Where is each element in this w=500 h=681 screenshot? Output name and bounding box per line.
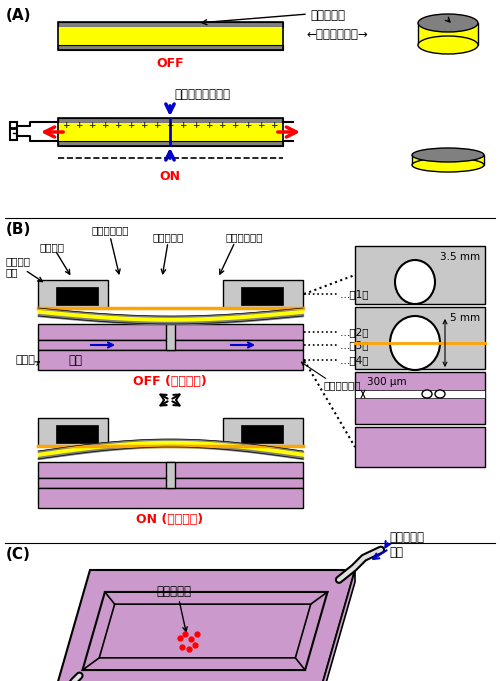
- Bar: [223, 418, 303, 446]
- Bar: [355, 390, 485, 398]
- Bar: [412, 155, 484, 165]
- Ellipse shape: [412, 158, 484, 172]
- Bar: [223, 280, 303, 308]
- Bar: [38, 324, 303, 340]
- Bar: [355, 372, 485, 424]
- Text: OFF: OFF: [156, 57, 184, 70]
- Bar: [58, 118, 283, 123]
- Text: (B): (B): [6, 222, 32, 237]
- Bar: [58, 27, 283, 45]
- Text: …第2層: …第2層: [340, 327, 370, 337]
- Ellipse shape: [418, 14, 478, 32]
- Bar: [58, 123, 283, 141]
- Text: ソフト電極: ソフト電極: [310, 9, 345, 22]
- Text: マイクロ流路: マイクロ流路: [323, 380, 360, 390]
- Ellipse shape: [435, 390, 445, 398]
- Ellipse shape: [395, 260, 435, 304]
- Text: +: +: [179, 121, 187, 131]
- Bar: [56, 425, 98, 443]
- Bar: [355, 427, 485, 467]
- Text: ワイヤー: ワイヤー: [40, 242, 65, 252]
- Text: 300 μm: 300 μm: [367, 377, 406, 387]
- Text: ソフト電極: ソフト電極: [152, 232, 184, 242]
- Bar: [166, 462, 175, 488]
- Bar: [38, 280, 108, 308]
- Text: 電動ポリマー: 電動ポリマー: [91, 225, 129, 235]
- Bar: [38, 462, 303, 478]
- Text: シリコンゴム: シリコンゴム: [225, 232, 262, 242]
- Bar: [56, 287, 98, 305]
- Text: …第4層: …第4層: [340, 355, 370, 365]
- Bar: [38, 478, 303, 488]
- Text: +: +: [114, 121, 122, 131]
- Text: +: +: [270, 121, 278, 131]
- Bar: [418, 23, 478, 45]
- Text: 流れ: 流れ: [68, 353, 82, 366]
- Ellipse shape: [422, 390, 432, 398]
- Text: OFF (バルブ開): OFF (バルブ開): [133, 375, 207, 388]
- Text: +: +: [127, 121, 135, 131]
- Text: …第3層: …第3層: [340, 340, 370, 350]
- Bar: [38, 340, 303, 350]
- Bar: [58, 45, 283, 50]
- Text: バルブ部位: バルブ部位: [156, 585, 192, 598]
- Text: +: +: [192, 121, 200, 131]
- Text: (C): (C): [6, 547, 31, 562]
- Ellipse shape: [418, 36, 478, 54]
- Bar: [166, 324, 175, 350]
- Bar: [241, 287, 283, 305]
- Text: +: +: [218, 121, 226, 131]
- Text: 3.5 mm: 3.5 mm: [440, 252, 480, 262]
- Bar: [355, 246, 485, 304]
- Text: +: +: [257, 121, 265, 131]
- Bar: [58, 118, 283, 146]
- Text: +: +: [206, 121, 213, 131]
- Bar: [241, 425, 283, 443]
- Bar: [58, 141, 283, 146]
- Text: ←電動ポリマー→: ←電動ポリマー→: [306, 27, 368, 40]
- Text: +: +: [101, 121, 109, 131]
- Text: …第1層: …第1層: [340, 289, 370, 299]
- Text: ガラス: ガラス: [15, 355, 35, 365]
- Bar: [355, 307, 485, 369]
- Bar: [38, 350, 303, 370]
- Bar: [38, 488, 303, 508]
- Text: (A): (A): [6, 8, 32, 23]
- Polygon shape: [320, 570, 355, 681]
- Text: +: +: [166, 121, 174, 131]
- Text: ON: ON: [160, 170, 180, 183]
- Bar: [58, 22, 283, 27]
- Text: +: +: [88, 121, 96, 131]
- Text: +: +: [244, 121, 252, 131]
- Bar: [10, 122, 17, 140]
- Text: +: +: [231, 121, 239, 131]
- Bar: [58, 22, 283, 50]
- Text: +: +: [140, 121, 148, 131]
- Bar: [38, 418, 108, 446]
- Text: 蛍光微粒子
溶液: 蛍光微粒子 溶液: [389, 530, 424, 558]
- Text: +: +: [75, 121, 83, 131]
- Text: マクスウェル応力: マクスウェル応力: [174, 88, 230, 101]
- Ellipse shape: [412, 148, 484, 162]
- Text: +: +: [153, 121, 161, 131]
- Text: ON (バルブ閉): ON (バルブ閉): [136, 513, 203, 526]
- Text: +: +: [62, 121, 70, 131]
- Text: アクリル
樹脂: アクリル 樹脂: [5, 256, 30, 278]
- Ellipse shape: [390, 316, 440, 370]
- Polygon shape: [55, 570, 355, 681]
- Text: 5 mm: 5 mm: [450, 313, 480, 323]
